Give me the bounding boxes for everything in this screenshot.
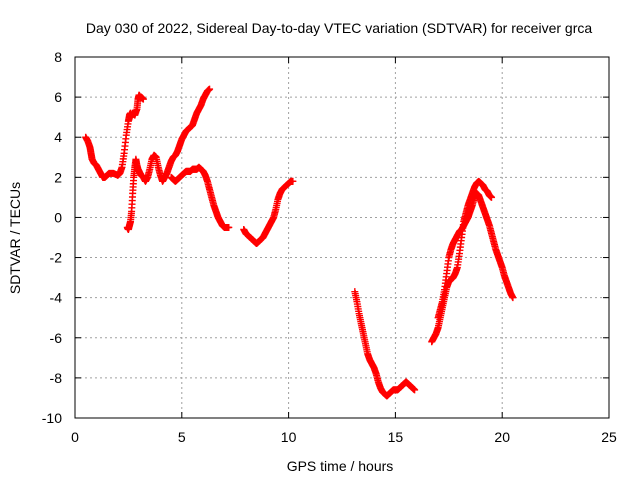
y-tick-label: -2	[50, 250, 63, 266]
data-point	[225, 223, 233, 231]
data-point	[206, 85, 214, 93]
x-tick-label: 25	[601, 429, 617, 445]
data-point	[411, 386, 419, 394]
y-tick-label: 8	[54, 49, 62, 65]
data-series	[123, 85, 214, 233]
plot-frame	[74, 56, 610, 419]
x-tick-label: 5	[178, 429, 186, 445]
data-series	[167, 163, 233, 231]
y-tick-label: 4	[54, 129, 62, 145]
y-axis-label: SDTVAR / TECUs	[7, 182, 23, 294]
y-tick-label: -6	[50, 330, 63, 346]
data-series	[240, 177, 297, 248]
data-point	[509, 294, 517, 302]
y-tick-label: -8	[50, 370, 63, 386]
x-tick-label: 20	[494, 429, 510, 445]
data-points	[82, 85, 517, 400]
data-point	[139, 95, 147, 103]
data-series	[434, 189, 517, 322]
x-tick-label: 10	[281, 429, 297, 445]
data-point	[488, 193, 496, 201]
y-tick-label: -4	[50, 290, 63, 306]
tick-labels: 0 5 10 15 20 25 -10 -8 -6 -4 -2 0 2 4 6 8	[42, 49, 617, 445]
grid-lines	[75, 57, 609, 418]
x-tick-label: 0	[71, 429, 79, 445]
x-tick-label: 15	[388, 429, 404, 445]
chart-title: Day 030 of 2022, Sidereal Day-to-day VTE…	[86, 20, 592, 36]
y-tick-label: -10	[42, 410, 62, 426]
y-tick-label: 0	[54, 209, 62, 225]
data-series	[351, 288, 419, 400]
data-point	[289, 177, 297, 185]
y-tick-label: 2	[54, 169, 62, 185]
x-axis-label: GPS time / hours	[287, 458, 394, 474]
data-series	[82, 91, 147, 181]
y-tick-label: 6	[54, 89, 62, 105]
